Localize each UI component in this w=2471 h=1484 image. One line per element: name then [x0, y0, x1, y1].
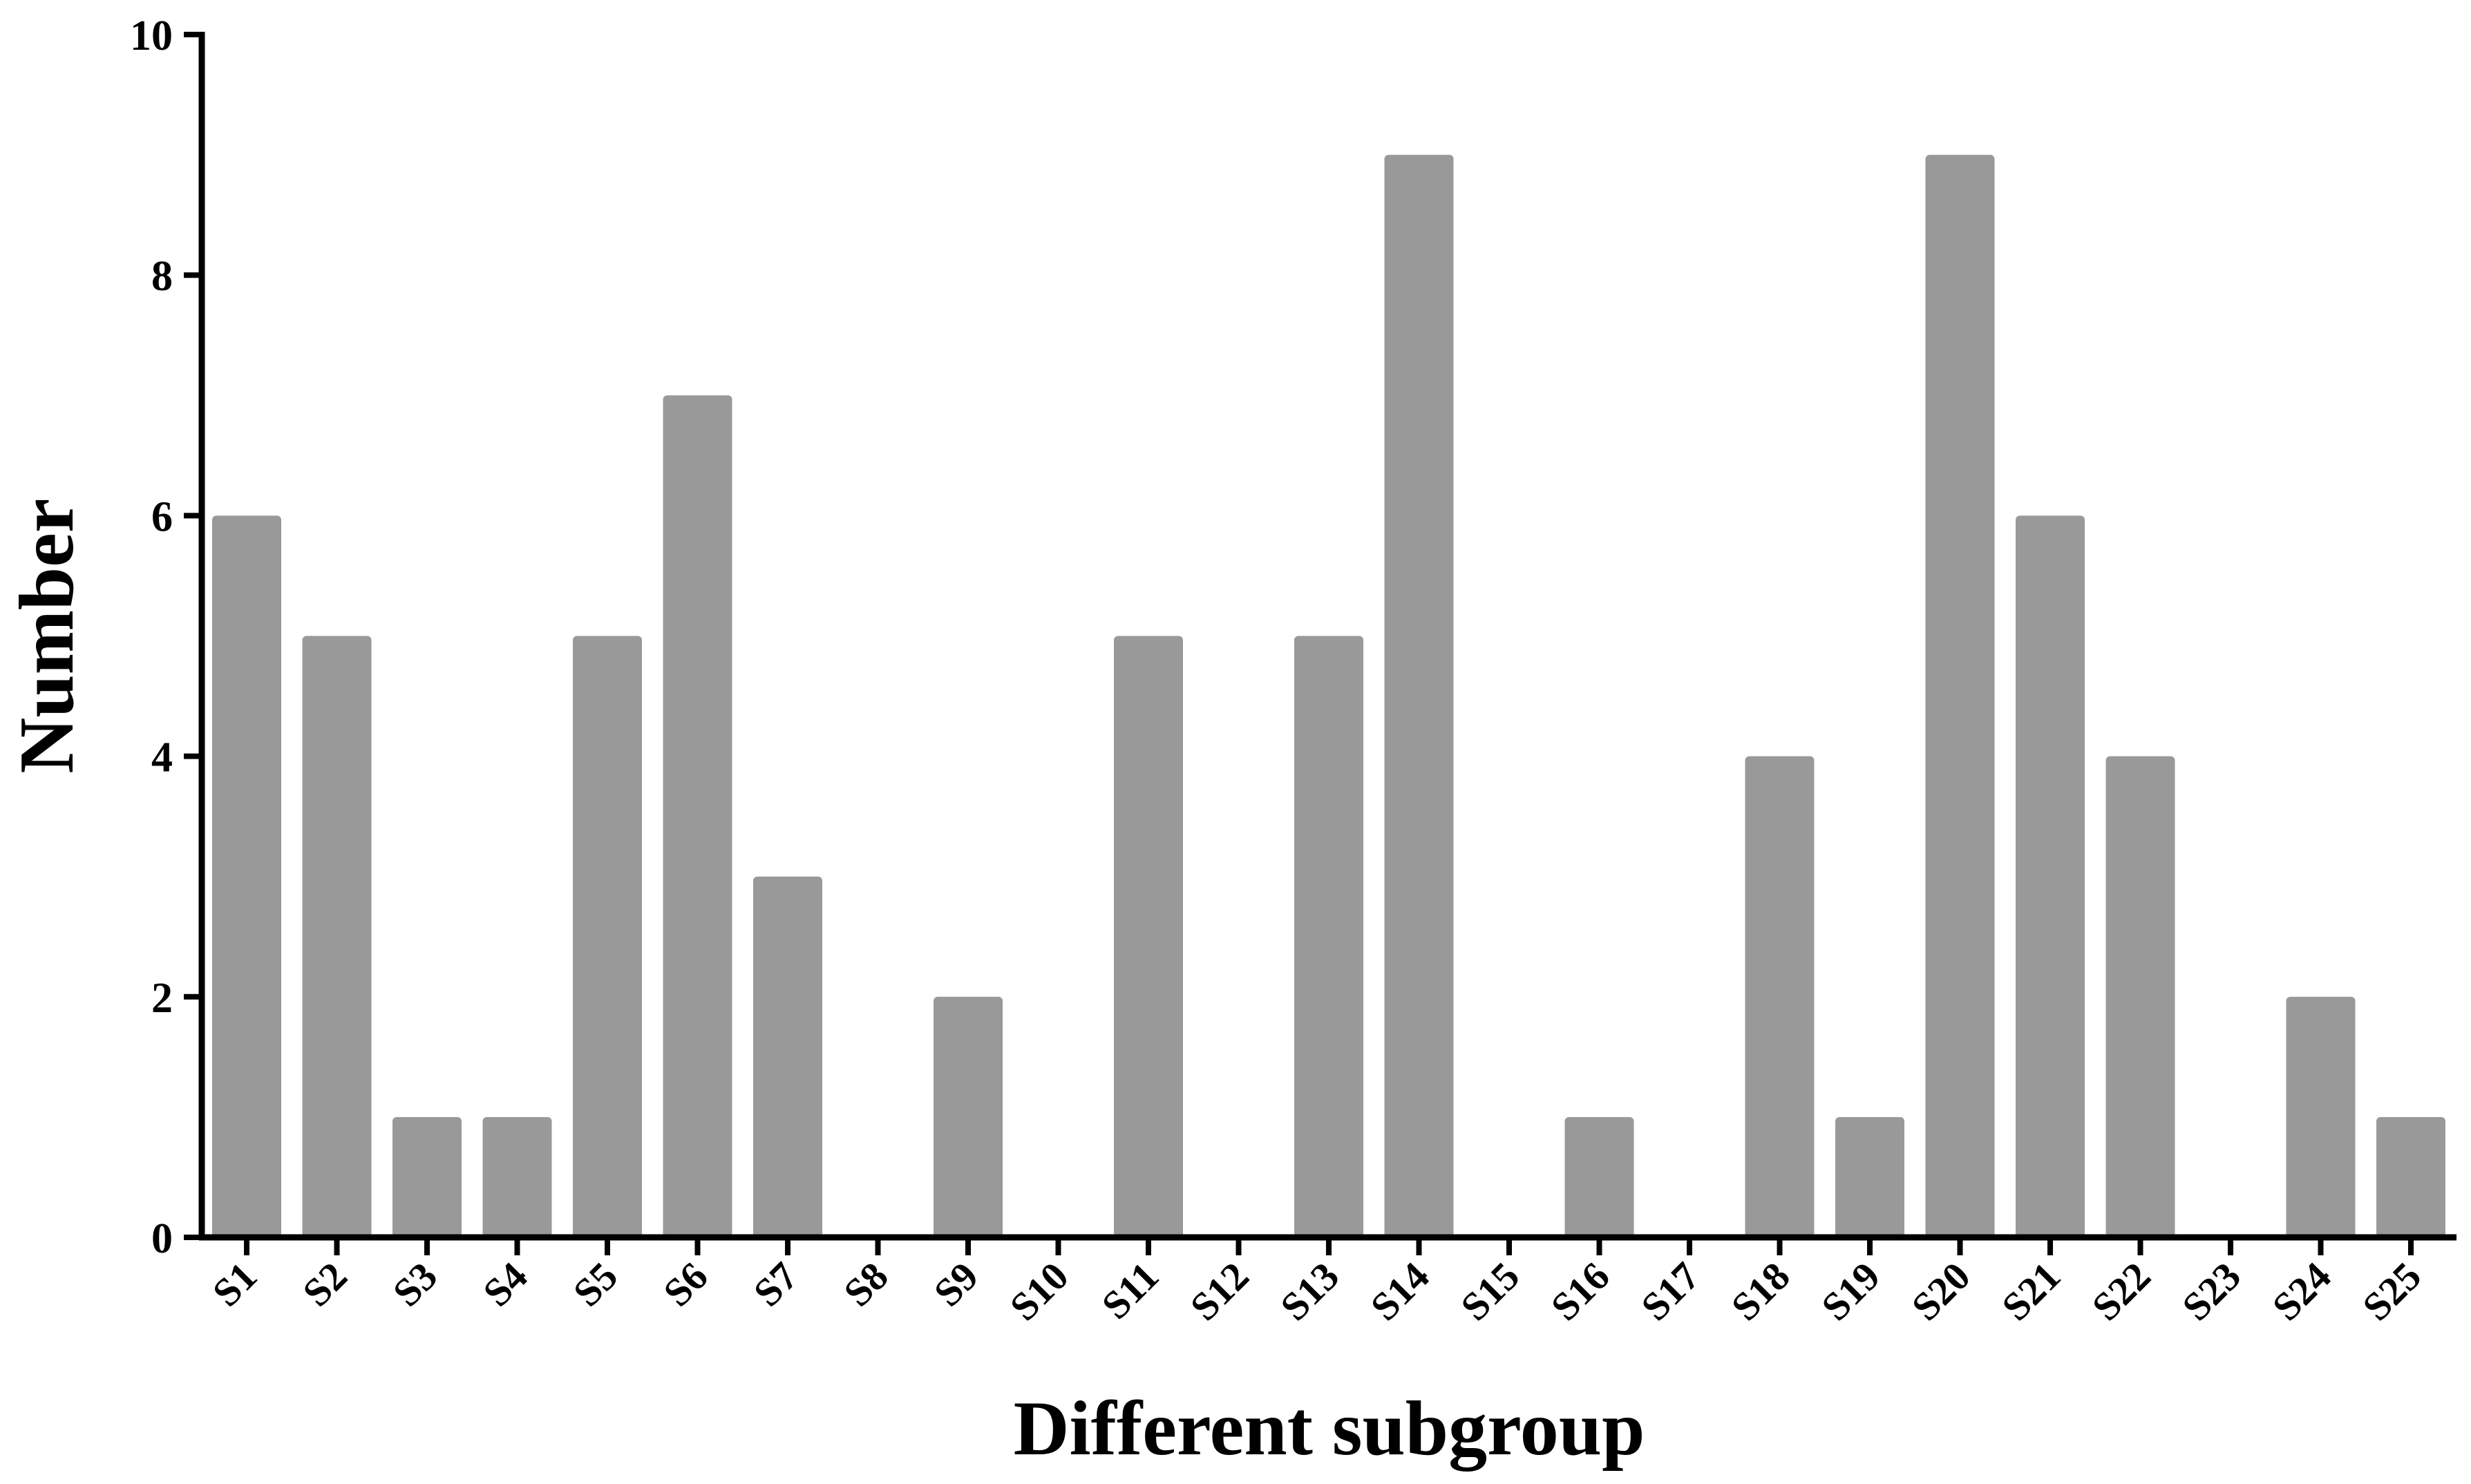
bar-S9	[934, 996, 1003, 1237]
bar-S5	[573, 636, 642, 1237]
x-tick-label-S17: S17	[1632, 1253, 1708, 1329]
x-tick-label-S13: S13	[1271, 1253, 1347, 1329]
x-axis-title: Different subgroup	[1014, 1386, 1645, 1472]
bar-S7	[753, 876, 822, 1237]
x-tick-label-S16: S16	[1542, 1253, 1618, 1329]
y-tick-label: 2	[151, 975, 173, 1022]
bar-S19	[1835, 1116, 1904, 1237]
x-tick-label-S12: S12	[1182, 1253, 1258, 1329]
bar-S11	[1114, 636, 1183, 1237]
y-tick-label: 4	[151, 734, 173, 781]
x-tick-label-S21: S21	[1993, 1253, 2069, 1329]
x-tick-label-S5: S5	[565, 1253, 626, 1315]
bar-S2	[302, 636, 372, 1237]
y-tick-label: 10	[130, 12, 173, 59]
x-tick-label-S24: S24	[2264, 1253, 2340, 1329]
bar-S14	[1384, 155, 1454, 1238]
bar-S16	[1564, 1116, 1634, 1237]
x-tick-label-S11: S11	[1093, 1253, 1168, 1328]
bar-S24	[2286, 996, 2356, 1237]
x-tick-label-S6: S6	[654, 1253, 716, 1315]
bar-S20	[1925, 155, 1995, 1238]
y-tick-label: 8	[151, 253, 173, 300]
bar-S13	[1294, 636, 1363, 1237]
x-tick-label-S3: S3	[384, 1253, 446, 1315]
x-tick-label-S25: S25	[2354, 1253, 2430, 1329]
x-tick-label-S20: S20	[1903, 1253, 1979, 1329]
bar-S21	[2016, 515, 2085, 1237]
bar-S3	[392, 1116, 462, 1237]
x-tick-label-S18: S18	[1723, 1253, 1799, 1329]
x-tick-label-S10: S10	[1001, 1253, 1077, 1329]
y-tick-label: 6	[151, 493, 173, 540]
x-tick-label-S1: S1	[204, 1253, 265, 1315]
x-tick-label-S15: S15	[1452, 1253, 1528, 1329]
x-tick-label-S7: S7	[745, 1253, 806, 1315]
bar-S4	[482, 1116, 552, 1237]
y-axis-title: Number	[4, 498, 90, 773]
x-ticks: S1 S2 S3 S4 S5 S6 S7 S8 S9 S10 S11 S12 S13 S14 S15 S16 S…	[204, 1237, 2430, 1329]
x-tick-label-S4: S4	[474, 1253, 536, 1315]
bars-layer	[212, 155, 2445, 1238]
x-tick-label-S2: S2	[294, 1253, 355, 1315]
x-tick-label-S8: S8	[835, 1253, 896, 1315]
bar-S25	[2376, 1116, 2445, 1237]
bar-S18	[1745, 756, 1815, 1237]
bar-S22	[2105, 756, 2175, 1237]
x-tick-label-S23: S23	[2173, 1253, 2249, 1329]
bar-S6	[663, 395, 732, 1237]
y-ticks: 0 2 4 6 8 10	[130, 12, 202, 1262]
x-tick-label-S9: S9	[925, 1253, 987, 1315]
x-tick-label-S14: S14	[1362, 1253, 1438, 1329]
y-tick-label: 0	[151, 1215, 173, 1262]
x-tick-label-S19: S19	[1812, 1253, 1888, 1329]
x-tick-label-S22: S22	[2083, 1253, 2159, 1329]
bar-S1	[212, 515, 281, 1237]
